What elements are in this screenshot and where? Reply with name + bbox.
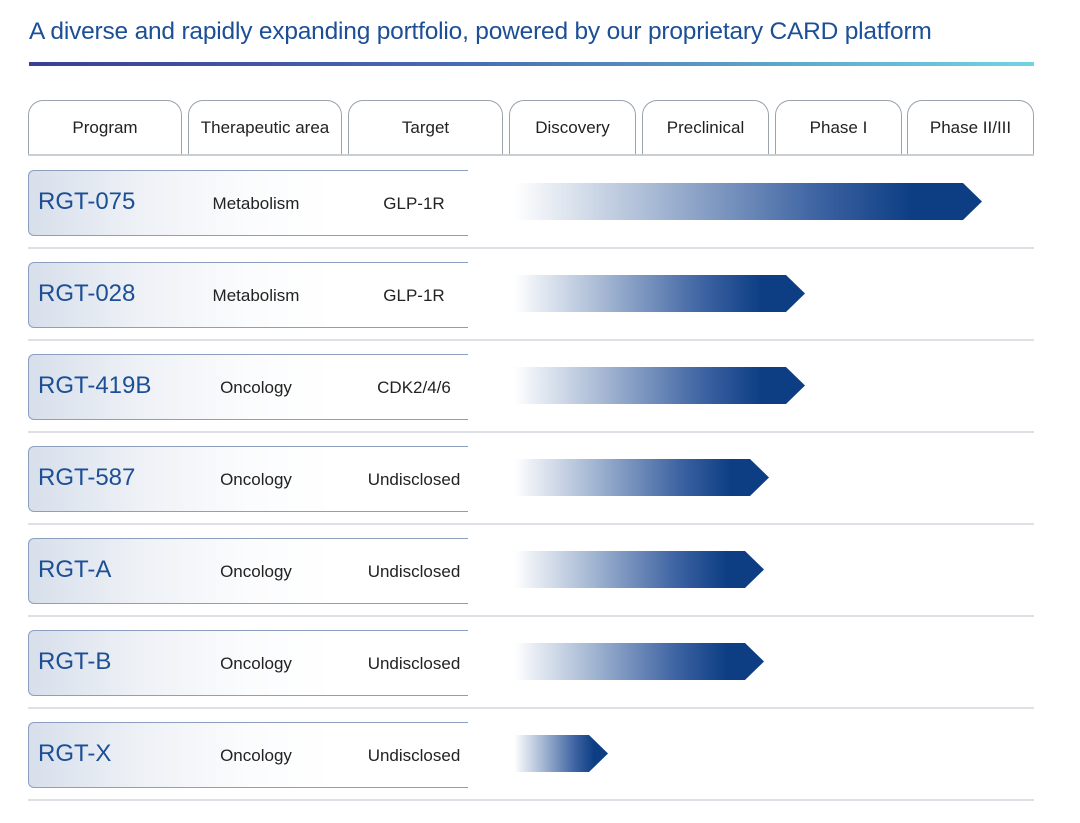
progress-arrow [514,735,608,772]
progress-arrow [514,275,805,312]
program-name: RGT-A [38,556,112,583]
target: GLP-1R [383,194,445,213]
pipeline-row: RGT-587 Oncology Undisclosed [0,446,1080,538]
program-card [28,630,468,696]
progress-arrow [514,367,805,404]
program-card [28,722,468,788]
program-card [28,354,468,420]
program-name: RGT-X [38,740,112,767]
target: Undisclosed [367,654,461,673]
therapeutic-area: Metabolism [212,194,300,213]
progress-arrow [514,551,764,588]
column-header-phase-2-3: Phase II/III [907,100,1034,154]
pipeline-row: RGT-X Oncology Undisclosed [0,722,1080,814]
row-divider [28,799,1034,801]
therapeutic-area: Metabolism [212,286,300,305]
page-title: A diverse and rapidly expanding portfoli… [29,18,932,45]
column-header-phase-1: Phase I [775,100,902,154]
row-divider [28,339,1034,341]
progress-arrow [514,183,982,220]
program-name: RGT-028 [38,280,136,307]
column-header-therapeutic-area: Therapeutic area [188,100,342,154]
target: Undisclosed [367,470,461,489]
progress-arrow [514,459,769,496]
header-baseline [28,154,1034,156]
program-name: RGT-075 [38,188,136,215]
program-name: RGT-B [38,648,112,675]
progress-arrow [514,643,764,680]
pipeline-row: RGT-028 Metabolism GLP-1R [0,262,1080,354]
target: Undisclosed [367,562,461,581]
column-header-target: Target [348,100,503,154]
target: Undisclosed [367,746,461,765]
column-header-row: Program Therapeutic area Target Discover… [0,0,1080,160]
column-header-preclinical: Preclinical [642,100,769,154]
pipeline-row: RGT-419B Oncology CDK2/4/6 [0,354,1080,446]
pipeline-row: RGT-075 Metabolism GLP-1R [0,170,1080,262]
program-name: RGT-587 [38,464,136,491]
pipeline-row: RGT-B Oncology Undisclosed [0,630,1080,722]
therapeutic-area: Oncology [220,746,292,765]
column-header-program: Program [28,100,182,154]
therapeutic-area: Oncology [220,654,292,673]
column-header-discovery: Discovery [509,100,636,154]
program-card [28,262,468,328]
title-underline [29,62,1034,66]
therapeutic-area: Oncology [220,470,292,489]
target: CDK2/4/6 [377,378,451,397]
pipeline-row: RGT-A Oncology Undisclosed [0,538,1080,630]
program-card [28,170,468,236]
row-divider [28,523,1034,525]
therapeutic-area: Oncology [220,562,292,581]
row-divider [28,707,1034,709]
target: GLP-1R [383,286,445,305]
row-divider [28,247,1034,249]
row-divider [28,615,1034,617]
therapeutic-area: Oncology [220,378,292,397]
row-divider [28,431,1034,433]
program-card [28,538,468,604]
program-name: RGT-419B [38,372,152,399]
program-card [28,446,468,512]
